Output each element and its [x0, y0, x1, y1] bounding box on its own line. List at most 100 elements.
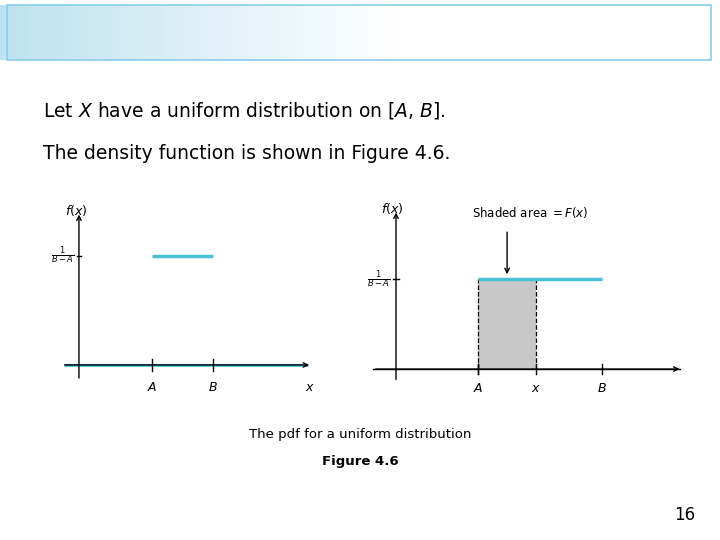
Text: $f(x)$: $f(x)$ — [382, 201, 404, 216]
Bar — [646, 5, 648, 59]
Bar — [523, 5, 526, 59]
Bar — [238, 5, 240, 59]
Bar — [600, 5, 603, 59]
Bar — [153, 5, 156, 59]
Bar — [91, 5, 94, 59]
Bar — [331, 5, 333, 59]
Bar — [180, 5, 182, 59]
Bar — [571, 5, 574, 59]
Bar — [245, 5, 247, 59]
Bar — [475, 5, 477, 59]
Bar — [413, 5, 415, 59]
Bar — [274, 5, 276, 59]
Bar — [0, 5, 2, 59]
Bar — [706, 5, 708, 59]
Bar — [223, 5, 225, 59]
Text: $B$: $B$ — [208, 381, 218, 394]
Bar — [401, 5, 403, 59]
Bar — [293, 5, 295, 59]
Bar — [423, 5, 425, 59]
Bar — [12, 5, 14, 59]
Bar — [441, 5, 444, 59]
Bar — [130, 5, 132, 59]
Bar — [19, 5, 22, 59]
Bar — [701, 5, 703, 59]
Bar — [315, 5, 317, 59]
Bar — [662, 5, 665, 59]
Bar — [549, 5, 552, 59]
Bar — [470, 5, 473, 59]
Bar — [578, 5, 581, 59]
Bar — [312, 5, 315, 59]
Bar — [214, 5, 216, 59]
Bar — [372, 5, 374, 59]
Bar — [70, 5, 72, 59]
Bar — [72, 5, 74, 59]
Bar — [122, 5, 125, 59]
Bar — [103, 5, 106, 59]
Bar — [53, 5, 55, 59]
Bar — [614, 5, 617, 59]
Bar — [45, 5, 48, 59]
Bar — [326, 5, 329, 59]
Bar — [463, 5, 466, 59]
Bar — [211, 5, 214, 59]
Bar — [254, 5, 257, 59]
Bar — [137, 5, 139, 59]
Bar — [535, 5, 538, 59]
Bar — [394, 5, 396, 59]
Bar — [257, 5, 259, 59]
Bar — [86, 5, 89, 59]
Text: Let $X$ have a uniform distribution on [$A$, $B$].: Let $X$ have a uniform distribution on [… — [43, 100, 446, 121]
Bar — [324, 5, 326, 59]
Bar — [55, 5, 58, 59]
Bar — [348, 5, 351, 59]
Bar — [595, 5, 598, 59]
Bar — [113, 5, 115, 59]
Bar — [655, 5, 657, 59]
Bar — [358, 5, 360, 59]
Bar — [199, 5, 202, 59]
Bar — [185, 5, 187, 59]
Bar — [415, 5, 418, 59]
Bar — [341, 5, 343, 59]
Bar — [396, 5, 398, 59]
Bar — [197, 5, 199, 59]
Bar — [288, 5, 290, 59]
Bar — [492, 5, 495, 59]
Bar — [446, 5, 449, 59]
Bar — [531, 5, 533, 59]
Bar — [283, 5, 286, 59]
Bar — [250, 5, 252, 59]
Bar — [626, 5, 629, 59]
Bar — [497, 5, 499, 59]
Bar — [99, 5, 101, 59]
Bar — [711, 5, 713, 59]
Bar — [163, 5, 166, 59]
Bar — [513, 5, 516, 59]
Bar — [583, 5, 585, 59]
Bar — [300, 5, 302, 59]
Bar — [504, 5, 506, 59]
Bar — [178, 5, 180, 59]
Bar — [689, 5, 691, 59]
Bar — [14, 5, 17, 59]
Bar — [156, 5, 158, 59]
Bar — [207, 5, 209, 59]
Bar — [161, 5, 163, 59]
Bar — [175, 5, 178, 59]
Bar — [511, 5, 513, 59]
Bar — [22, 5, 24, 59]
Bar — [43, 5, 45, 59]
Bar — [252, 5, 254, 59]
Bar — [286, 5, 288, 59]
Bar — [209, 5, 211, 59]
Bar — [221, 5, 223, 59]
Bar — [713, 5, 715, 59]
Bar — [552, 5, 554, 59]
Bar — [405, 5, 408, 59]
Bar — [482, 5, 485, 59]
Bar — [698, 5, 701, 59]
Bar — [319, 5, 322, 59]
Bar — [650, 5, 653, 59]
